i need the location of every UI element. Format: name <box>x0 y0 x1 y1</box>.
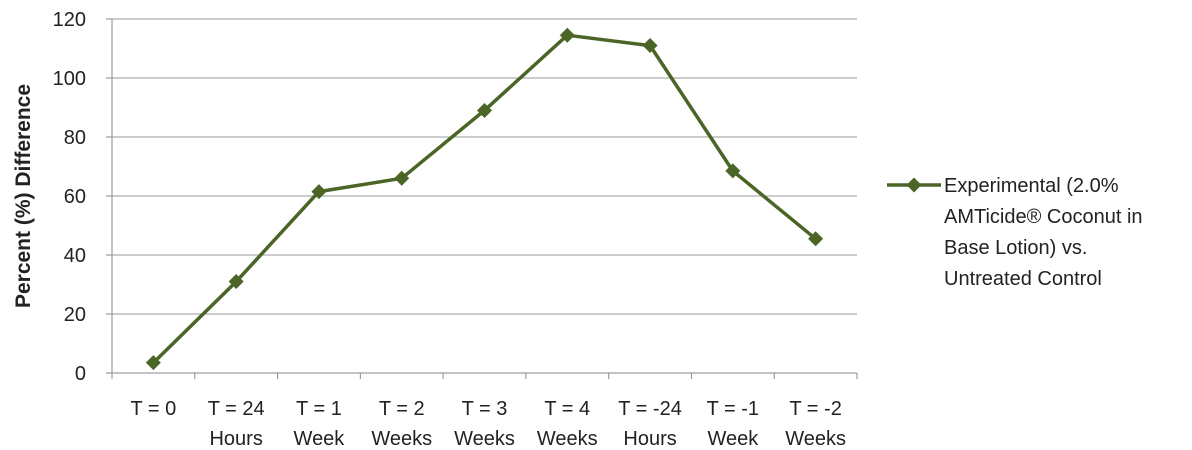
data-point <box>559 27 575 43</box>
x-tick-label: T = 1 <box>296 398 342 420</box>
x-tick-label: Weeks <box>537 428 598 450</box>
data-point <box>394 170 410 186</box>
y-tick-label: 0 <box>75 363 86 385</box>
x-tick-label: Week <box>294 428 346 450</box>
y-tick-label: 100 <box>53 68 86 90</box>
x-tick-label: T = -24 <box>618 398 682 420</box>
y-tick-label: 20 <box>64 304 86 326</box>
legend: Experimental (2.0% AMTicide® Coconut in Ba… <box>887 175 1143 290</box>
x-tick-label: Weeks <box>371 428 432 450</box>
y-tick-labels: 0 20 40 60 80 100 120 <box>53 9 86 385</box>
y-tick-label: 80 <box>64 127 86 149</box>
data-point <box>311 184 327 200</box>
legend-label: Experimental (2.0% AMTicide® Coconut in Ba… <box>944 175 1143 290</box>
x-tick-label: T = 3 <box>462 398 508 420</box>
y-tick-label: 40 <box>64 245 86 267</box>
x-tick-label: Week <box>707 428 759 450</box>
x-tick-label: Hours <box>209 428 262 450</box>
legend-label-line: Base Lotion) vs. <box>944 237 1087 259</box>
data-point <box>725 163 741 179</box>
data-point <box>145 355 161 371</box>
x-tick-label: T = 2 <box>379 398 425 420</box>
x-tick-label: Weeks <box>785 428 846 450</box>
x-tick-label: Hours <box>623 428 676 450</box>
x-tick-label: T = 24 <box>208 398 265 420</box>
x-tick-label: T = 0 <box>130 398 176 420</box>
gridlines <box>112 18 857 315</box>
series-group <box>145 27 824 371</box>
y-axis-label: Percent (%) Difference <box>12 84 35 308</box>
y-tick-label: 120 <box>53 9 86 31</box>
y-tick-label: 60 <box>64 186 86 208</box>
x-tick-labels: T = 0 T = 24 Hours T = 1 Week T = 2 Weeks T = 3… <box>130 398 845 450</box>
x-tick-label: T = 4 <box>544 398 590 420</box>
axes <box>106 18 858 379</box>
legend-label-line: Untreated Control <box>944 268 1102 290</box>
data-point <box>477 102 492 118</box>
legend-label-line: AMTicide® Coconut in <box>944 206 1143 228</box>
data-point <box>642 38 658 54</box>
data-point <box>228 274 244 290</box>
legend-label-line: Experimental (2.0% <box>944 175 1119 197</box>
data-point <box>808 231 824 247</box>
x-tick-label: T = -1 <box>707 398 759 420</box>
x-tick-label: T = -2 <box>789 398 841 420</box>
legend-marker <box>906 177 922 193</box>
x-tick-label: Weeks <box>454 428 515 450</box>
